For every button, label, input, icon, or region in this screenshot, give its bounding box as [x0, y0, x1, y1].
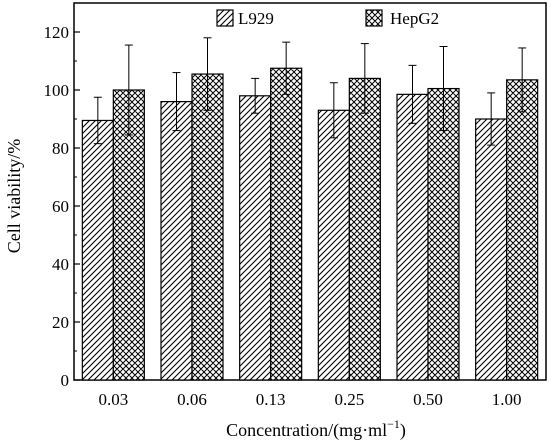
x-tick-label: 0.50: [413, 390, 443, 409]
x-tick-label: 0.25: [334, 390, 364, 409]
y-tick-label: 40: [52, 255, 69, 274]
x-tick-label: 0.03: [98, 390, 128, 409]
x-axis-label: Concentration/(mg·ml−1): [226, 417, 406, 441]
y-tick-label: 80: [52, 139, 69, 158]
bar-l929-0.13: [239, 95, 272, 381]
bar-l929-1.00: [475, 118, 508, 381]
bar-hepg2-1.00: [506, 79, 539, 381]
legend-swatch-l929: [216, 9, 234, 27]
x-tick-label: 0.06: [177, 390, 207, 409]
y-tick-label: 120: [44, 23, 70, 42]
error-bars-group: [93, 37, 527, 146]
y-tick-label: 100: [44, 81, 70, 100]
x-axis: 0.03 0.06 0.13 0.25 0.50 1.00: [98, 375, 522, 409]
x-tick-label: 0.13: [256, 390, 286, 409]
y-axis-label: Cell viability/%: [4, 139, 24, 254]
legend-label-hepg2: HepG2: [390, 9, 439, 28]
legend-label-l929: L929: [238, 9, 274, 28]
plot-border: [73, 2, 547, 381]
y-tick-label: 60: [52, 197, 69, 216]
bars-group: [81, 67, 539, 381]
y-axis: 0 20 40 60 80 100 120: [44, 23, 80, 390]
bar-l929-0.50: [396, 93, 429, 381]
bar-l929-0.06: [160, 100, 193, 381]
bar-hepg2-0.06: [191, 73, 224, 381]
legend-swatch-hepg2: [365, 9, 383, 27]
x-axis-label-main: Concentration/(mg·ml: [226, 420, 387, 441]
bar-l929-0.03: [81, 119, 114, 381]
y-tick-label: 0: [61, 371, 70, 390]
y-tick-label: 20: [52, 313, 69, 332]
bar-l929-0.25: [317, 109, 350, 381]
x-axis-label-superscript: −1: [387, 417, 400, 431]
plot-frame: [73, 2, 547, 381]
bar-hepg2-0.13: [270, 67, 303, 381]
bar-hepg2-0.25: [348, 77, 381, 381]
x-tick-label: 1.00: [492, 390, 522, 409]
legend: L929 HepG2: [216, 9, 439, 28]
bar-hepg2-0.50: [427, 87, 460, 381]
x-axis-label-close: ): [400, 420, 406, 441]
